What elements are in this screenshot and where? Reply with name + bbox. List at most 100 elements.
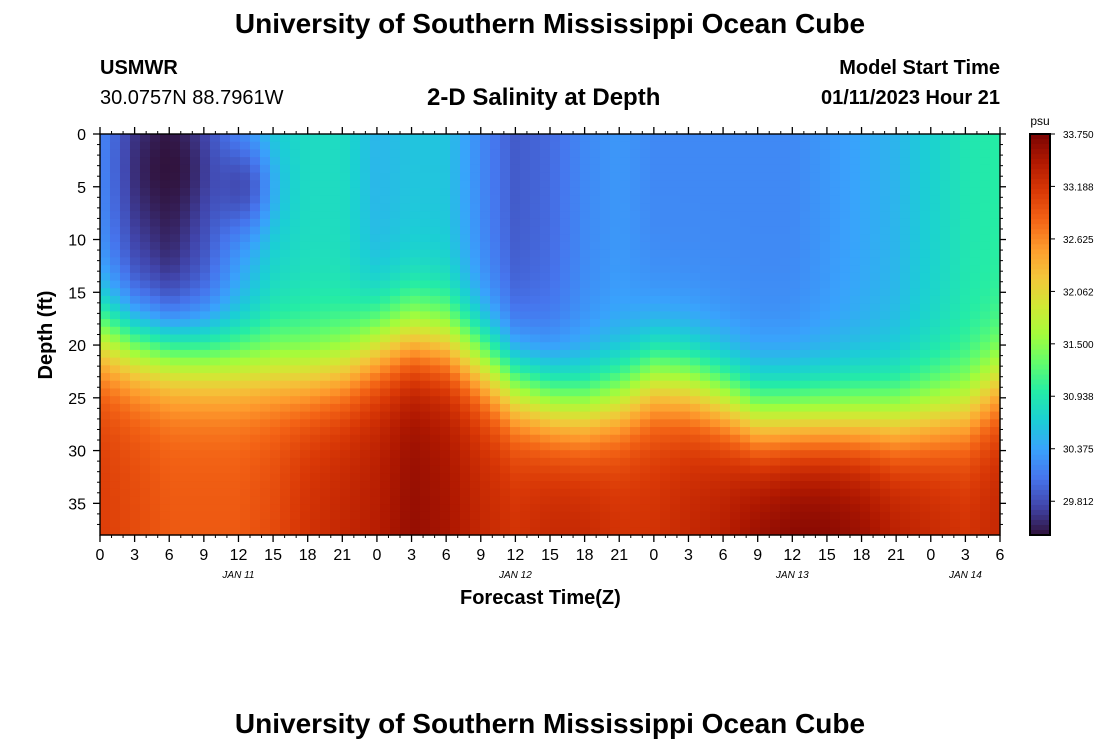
heat-cell — [650, 280, 661, 289]
heat-cell — [460, 326, 471, 336]
heat-cell — [940, 411, 951, 420]
heat-cell — [150, 388, 161, 397]
heat-cell — [740, 373, 751, 382]
heat-cell — [630, 211, 641, 220]
heat-cell — [980, 349, 991, 359]
heat-cell — [280, 481, 291, 490]
heat-cell — [360, 457, 371, 467]
heat-cell — [760, 419, 771, 428]
colorbar-segment — [1030, 174, 1050, 180]
heat-cell — [330, 172, 341, 181]
heat-cell — [780, 481, 791, 490]
heat-cell — [390, 334, 401, 343]
heat-cell — [540, 149, 551, 158]
heat-cell — [710, 187, 721, 197]
heat-cell — [660, 134, 671, 143]
heat-cell — [130, 172, 141, 181]
heat-cell — [850, 195, 861, 204]
heat-cell — [260, 241, 271, 251]
heat-cell — [880, 241, 891, 251]
heat-cell — [520, 465, 531, 474]
heat-cell — [890, 265, 901, 274]
heat-cell — [280, 396, 291, 405]
heat-cell — [250, 226, 261, 235]
heat-cell — [620, 311, 631, 320]
heat-cell — [590, 157, 601, 166]
heat-cell — [950, 450, 961, 459]
heat-cell — [910, 457, 921, 467]
heat-cell — [940, 373, 951, 382]
heat-cell — [890, 504, 901, 513]
heat-cell — [460, 203, 471, 212]
heat-cell — [770, 134, 781, 143]
heat-cell — [810, 342, 821, 351]
heat-cell — [510, 481, 521, 490]
heat-cell — [700, 134, 711, 143]
heat-cell — [670, 257, 681, 266]
heat-cell — [590, 427, 601, 436]
heat-cell — [480, 380, 491, 390]
heat-cell — [420, 365, 431, 374]
heat-cell — [300, 419, 311, 428]
heat-cell — [620, 249, 631, 258]
heat-cell — [980, 450, 991, 459]
heat-cell — [110, 365, 121, 374]
heat-cell — [160, 311, 171, 320]
heat-cell — [200, 180, 211, 189]
heat-cell — [980, 357, 991, 366]
heat-cell — [630, 450, 641, 459]
heat-cell — [100, 496, 111, 505]
heat-cell — [580, 419, 591, 428]
heat-cell — [800, 295, 811, 305]
heat-cell — [640, 249, 651, 258]
heat-cell — [120, 249, 131, 258]
heat-cell — [890, 203, 901, 212]
heat-cell — [230, 465, 241, 474]
heat-cell — [800, 388, 811, 397]
heat-cell — [360, 187, 371, 197]
heat-cell — [530, 396, 541, 405]
heat-cell — [500, 380, 511, 390]
heat-cell — [150, 411, 161, 420]
heat-cell — [590, 388, 601, 397]
heat-cell — [660, 488, 671, 498]
heat-cell — [330, 396, 341, 405]
heat-cell — [200, 442, 211, 451]
heat-cell — [430, 172, 441, 181]
heat-cell — [390, 311, 401, 320]
heat-cell — [730, 288, 741, 297]
heat-cell — [900, 211, 911, 220]
heat-cell — [580, 388, 591, 397]
heat-cell — [430, 134, 441, 143]
heat-cell — [940, 326, 951, 336]
heat-cell — [590, 403, 601, 413]
heat-cell — [160, 342, 171, 351]
heat-cell — [140, 203, 151, 212]
heat-cell — [100, 295, 111, 305]
heat-cell — [850, 419, 861, 428]
heat-cell — [640, 211, 651, 220]
heat-cell — [110, 180, 121, 189]
heat-cell — [570, 141, 581, 151]
heat-cell — [940, 157, 951, 166]
heat-cell — [970, 504, 981, 513]
heat-cell — [330, 411, 341, 420]
heat-cell — [720, 265, 731, 274]
heat-cell — [860, 218, 871, 228]
heat-cell — [720, 450, 731, 459]
heat-cell — [350, 218, 361, 228]
heat-cell — [780, 203, 791, 212]
heat-cell — [240, 195, 251, 204]
heat-cell — [240, 334, 251, 343]
heat-cell — [540, 388, 551, 397]
heat-cell — [950, 319, 961, 328]
heat-cell — [820, 141, 831, 151]
heat-cell — [590, 211, 601, 220]
heat-cell — [350, 211, 361, 220]
heat-cell — [870, 342, 881, 351]
heat-cell — [480, 303, 491, 312]
heat-cell — [730, 465, 741, 474]
heat-cell — [760, 234, 771, 243]
heat-cell — [550, 157, 561, 166]
heat-cell — [940, 172, 951, 181]
